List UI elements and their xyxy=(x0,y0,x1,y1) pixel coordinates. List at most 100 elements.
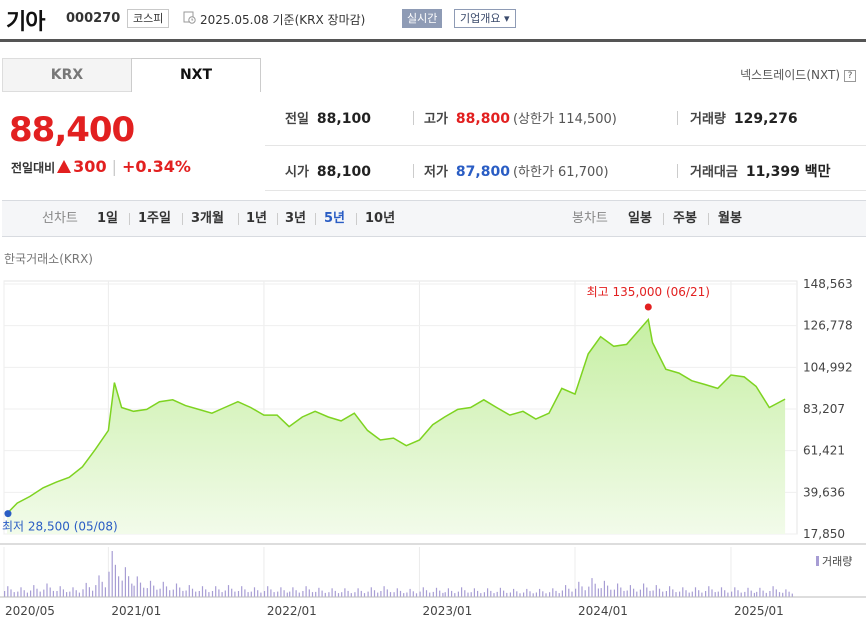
volume-bar xyxy=(607,585,609,597)
volume-bar xyxy=(633,588,635,597)
y-tick-label: 83,207 xyxy=(803,402,845,416)
volume-bar xyxy=(750,590,752,597)
x-tick-label: 2024/01 xyxy=(578,604,628,618)
volume-bar xyxy=(623,590,625,597)
volume-bar xyxy=(311,592,314,597)
volume-bar xyxy=(705,591,707,597)
candle-daily[interactable]: 일봉 xyxy=(628,211,652,226)
volume-bar xyxy=(626,590,628,597)
period-1y[interactable]: 1년 xyxy=(246,211,268,226)
volume-bar xyxy=(578,581,580,597)
period-10y[interactable]: 10년 xyxy=(365,211,396,226)
volume-bar xyxy=(49,587,51,597)
tab-krx[interactable]: KRX xyxy=(2,58,132,92)
base-date: 2025.05.08 기준(KRX 장마감) xyxy=(200,13,366,27)
volume-bar xyxy=(480,593,482,597)
volume-bar xyxy=(575,588,577,597)
candle-monthly[interactable]: 월봉 xyxy=(718,211,742,226)
period-3m[interactable]: 3개월 xyxy=(191,211,224,226)
candle-weekly[interactable]: 주봉 xyxy=(673,211,697,226)
volume-bar xyxy=(159,588,161,597)
volume-bar xyxy=(682,587,684,597)
volume-bar xyxy=(432,591,434,597)
volume-legend-label: 거래량 xyxy=(822,555,852,568)
volume-bar xyxy=(565,585,567,597)
stock-code: 000270 xyxy=(66,11,121,26)
period-5y[interactable]: 5년 xyxy=(324,211,346,226)
volume-bar xyxy=(179,587,181,597)
volume-bar xyxy=(568,588,570,597)
help-icon[interactable]: ? xyxy=(844,69,856,82)
volume-bar xyxy=(344,588,346,597)
volume-bar xyxy=(791,593,793,597)
volume-bar xyxy=(419,591,421,597)
volume-bar xyxy=(734,587,736,597)
volume-bar xyxy=(108,571,110,597)
price-chart[interactable]: 148,563 126,778 104,992 83,207 61,421 39,636 1… xyxy=(0,270,866,623)
volume-bar xyxy=(639,589,641,597)
volume-bar xyxy=(613,589,615,597)
realtime-button[interactable]: 실시간 xyxy=(402,9,443,28)
volume-bar xyxy=(237,591,240,597)
volume-bar xyxy=(685,590,687,597)
volume-bar xyxy=(545,593,547,597)
volume-bar xyxy=(52,590,54,597)
volume-bar xyxy=(334,590,336,597)
volume-bar xyxy=(75,590,77,597)
volume-bar xyxy=(128,576,130,597)
exchange-tabs: KRX NXT xyxy=(2,58,262,92)
volume-bar xyxy=(561,590,563,597)
volume-bar xyxy=(529,591,531,597)
volume-bar xyxy=(7,586,9,597)
y-tick-label: 148,563 xyxy=(803,277,853,291)
volume-bar xyxy=(17,591,19,597)
volume-bar xyxy=(331,588,333,597)
y-tick-label: 39,636 xyxy=(803,485,845,499)
line-chart-label: 선차트 xyxy=(42,211,78,226)
company-info-button[interactable]: 기업개요 ▾ xyxy=(454,9,516,28)
volume-bar xyxy=(679,591,681,597)
period-bar: 선차트 1일 1주일 3개월 1년 3년 5년 10년 봉차트 일봉 주봉 월봉 xyxy=(2,200,866,237)
tab-nxt[interactable]: NXT xyxy=(131,58,261,92)
volume-bar xyxy=(759,587,761,597)
volume-bar xyxy=(769,591,771,597)
volume-bar xyxy=(399,590,402,597)
volume-bar xyxy=(273,592,275,597)
volume-bar xyxy=(552,588,554,597)
up-arrow-icon xyxy=(57,160,72,173)
volume-bar xyxy=(513,588,515,597)
volume-bar xyxy=(205,589,207,597)
volume-bar xyxy=(257,590,259,597)
current-price: 88,400 xyxy=(9,110,135,150)
volume-bar xyxy=(324,592,326,597)
price-change: 전일대비 300 | +0.34% xyxy=(11,157,191,176)
volume-bar xyxy=(591,578,593,597)
volume-bar xyxy=(215,586,217,597)
volume-bar xyxy=(198,591,200,597)
period-1w[interactable]: 1주일 xyxy=(138,211,171,226)
volume-bar xyxy=(532,593,534,597)
y-tick-label: 61,421 xyxy=(803,444,845,458)
volume-bar xyxy=(39,591,41,597)
period-3y[interactable]: 3년 xyxy=(285,211,307,226)
volume-bar xyxy=(594,583,596,597)
x-tick-label: 2025/01 xyxy=(734,604,784,618)
volume-bar xyxy=(503,590,505,597)
nextrade-link[interactable]: 넥스트레이드(NXT)? xyxy=(740,66,856,83)
volume-bar xyxy=(447,588,449,597)
y-tick-label: 126,778 xyxy=(803,319,853,333)
volume-bar xyxy=(464,590,466,597)
period-1d[interactable]: 1일 xyxy=(97,211,119,226)
volume-bar xyxy=(600,588,602,597)
volume-bar xyxy=(66,592,68,597)
volume-bar xyxy=(72,587,74,597)
volume-bar xyxy=(377,592,379,597)
volume-bar xyxy=(669,586,671,597)
volume-bar xyxy=(328,592,330,597)
volume-bar xyxy=(765,592,767,597)
header-divider xyxy=(0,39,866,42)
y-tick-label: 17,850 xyxy=(803,527,845,541)
volume-bar xyxy=(124,567,126,597)
volume-bar xyxy=(442,592,444,597)
volume-bar xyxy=(175,583,178,597)
